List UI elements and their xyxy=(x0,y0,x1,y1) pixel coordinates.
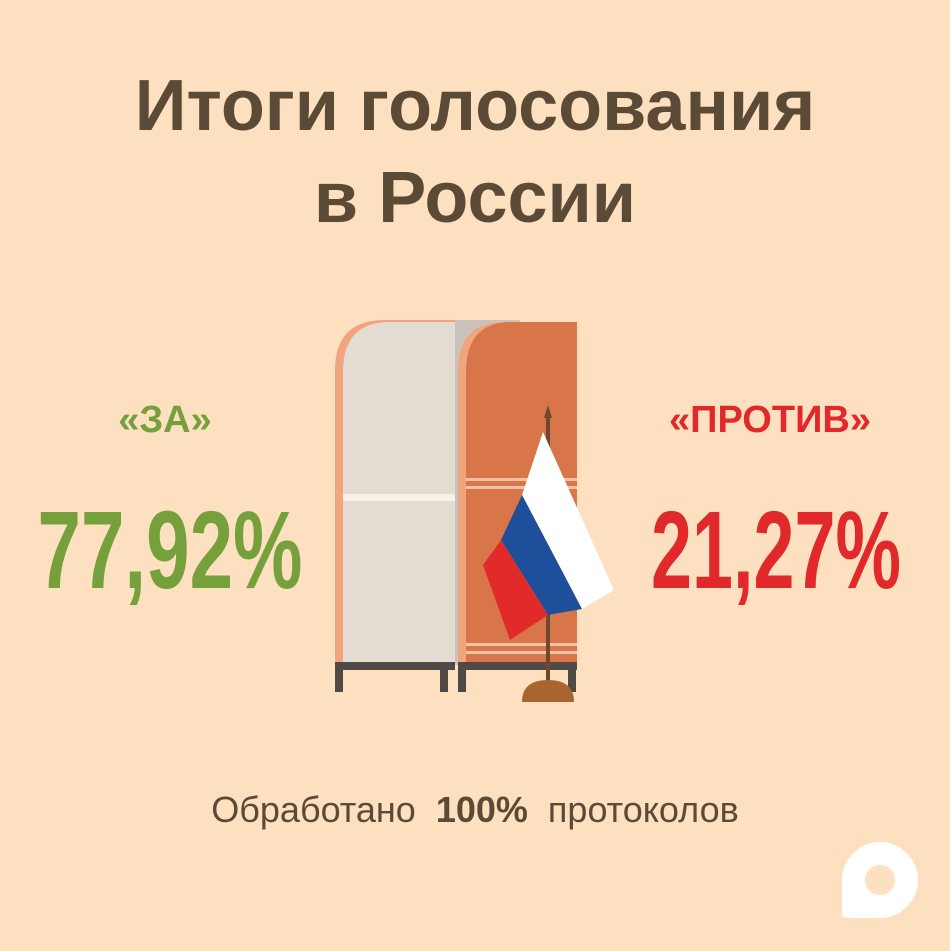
logo xyxy=(842,842,918,918)
footer-highlight: 100% xyxy=(436,789,528,830)
against-value: 21,27% xyxy=(651,489,901,612)
title-line: в России xyxy=(314,158,636,238)
against-label: «ПРОТИВ» xyxy=(669,399,871,441)
title-line: Итоги голосования xyxy=(135,66,815,146)
for-value: 77,92% xyxy=(38,489,303,612)
booth-illustration xyxy=(335,320,614,702)
footer-suffix: протоколов xyxy=(548,789,739,830)
footer-prefix: Обработано xyxy=(211,789,416,830)
footer: Обработано 100% протоколов xyxy=(211,789,738,830)
for-label: «ЗА» xyxy=(118,399,212,441)
